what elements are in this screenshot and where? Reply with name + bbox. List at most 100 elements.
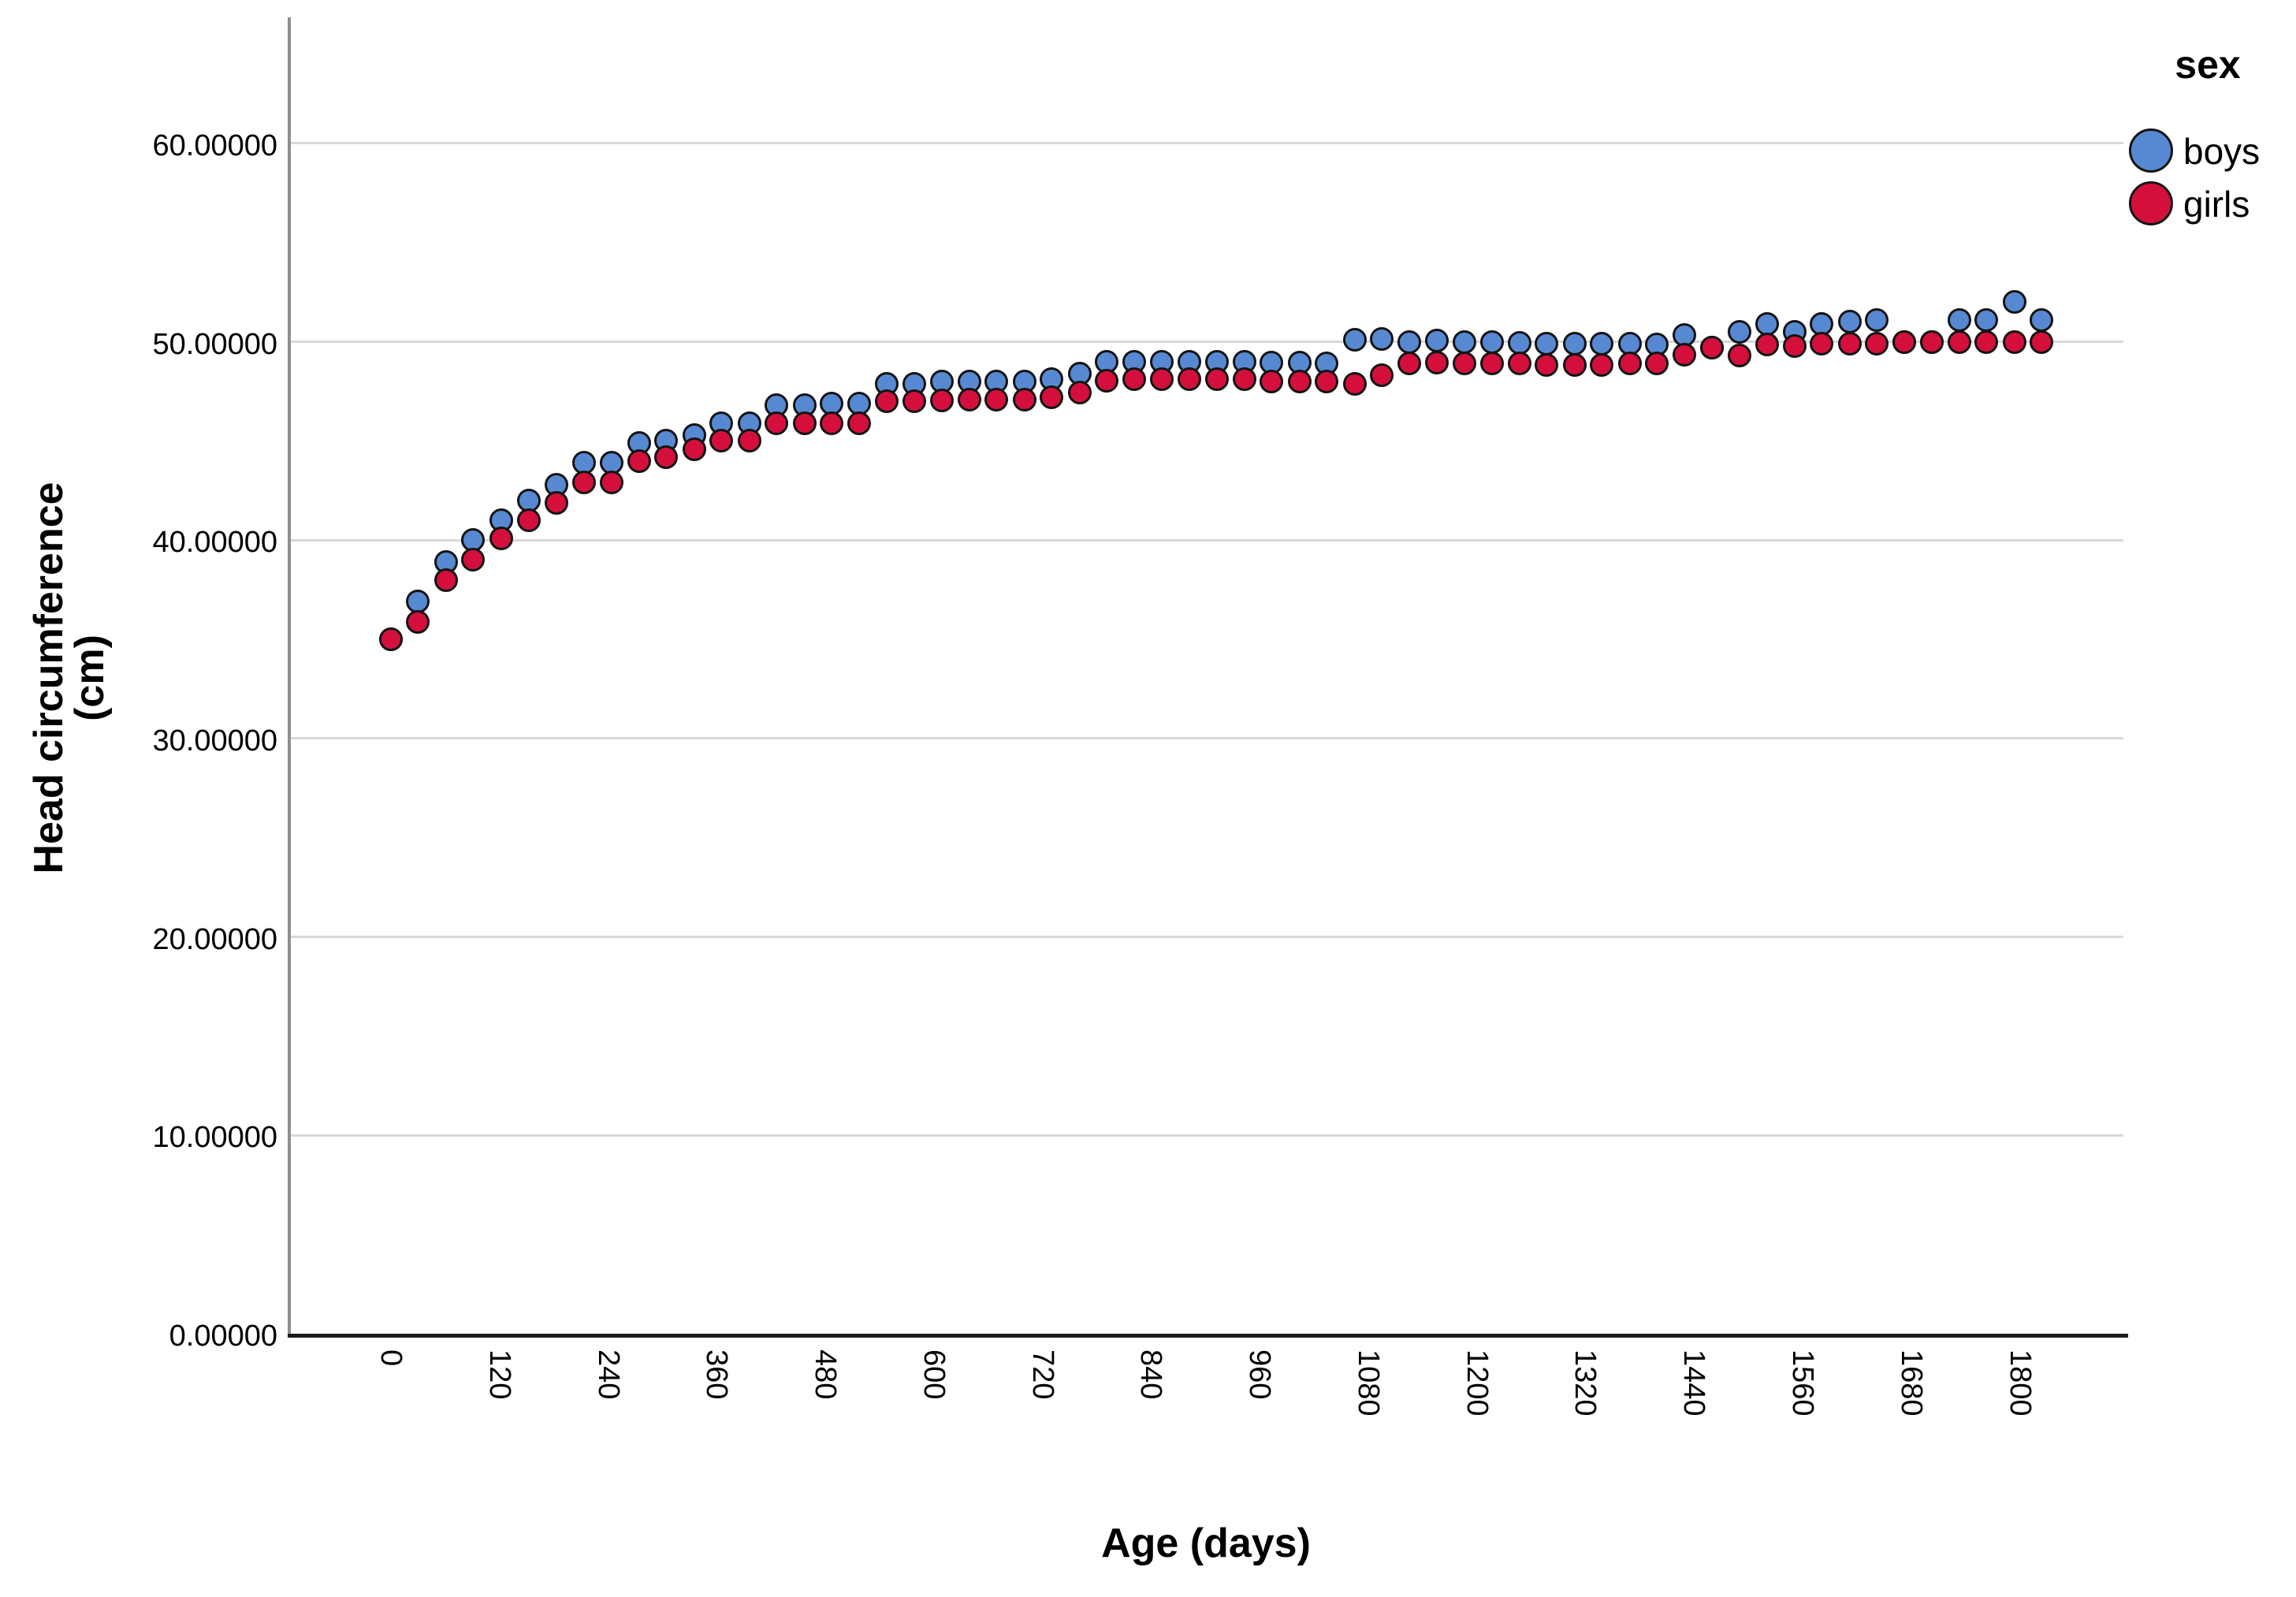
y-tick-label: 0.00000 <box>169 1320 277 1353</box>
legend-label-girls: girls <box>2183 184 2250 225</box>
girls-marker-icon <box>2129 181 2173 225</box>
girls-data-point <box>1727 344 1751 368</box>
gridline-50 <box>291 341 2123 344</box>
girls-data-point <box>1315 369 1339 393</box>
x-tick-label: 1680 <box>1894 1349 1928 1416</box>
girls-data-point <box>820 411 844 435</box>
girls-data-point <box>1260 369 1284 393</box>
boys-data-point <box>1480 329 1505 354</box>
girls-data-point <box>654 445 679 469</box>
y-tick-label: 60.00000 <box>152 128 278 162</box>
girls-data-point <box>709 429 734 453</box>
girls-data-point <box>902 389 926 414</box>
y-axis-title: Head circumference (cm) <box>26 482 113 874</box>
y-axis-line <box>288 17 291 1338</box>
girls-data-point <box>1755 333 1780 357</box>
girls-data-point <box>957 387 981 411</box>
boys-data-point <box>1452 329 1476 354</box>
x-tick-label: 480 <box>809 1349 843 1400</box>
girls-data-point <box>1507 352 1531 376</box>
gridline-10 <box>291 1134 2123 1137</box>
girls-data-point <box>1095 368 1119 393</box>
boys-data-point <box>600 451 624 475</box>
x-tick-label: 1320 <box>1568 1349 1602 1416</box>
x-tick-label: 960 <box>1243 1349 1277 1400</box>
boys-data-point <box>1370 326 1394 351</box>
girls-data-point <box>1837 332 1862 356</box>
legend-title: sex <box>2175 43 2241 87</box>
girls-data-point <box>765 411 789 435</box>
y-tick-label: 50.00000 <box>152 327 278 361</box>
x-tick-label: 1800 <box>2003 1349 2037 1416</box>
girls-data-point <box>1287 369 1312 393</box>
girls-data-point <box>1397 352 1421 376</box>
x-tick-label: 120 <box>482 1349 516 1400</box>
boys-data-point <box>516 488 541 512</box>
girls-data-point <box>1974 329 1999 354</box>
girls-data-point <box>1700 336 1725 360</box>
girls-data-point <box>2030 329 2054 354</box>
girls-data-point <box>1865 332 1889 356</box>
girls-data-point <box>1012 387 1036 411</box>
girls-data-point <box>737 429 761 453</box>
girls-data-point <box>1342 371 1367 396</box>
x-tick-label: 1200 <box>1460 1349 1494 1416</box>
girls-data-point <box>847 411 871 435</box>
x-tick-label: 1560 <box>1786 1349 1820 1416</box>
girls-data-point <box>1067 380 1092 404</box>
boys-data-point <box>2002 290 2026 315</box>
girls-data-point <box>984 387 1009 411</box>
girls-data-point <box>1782 333 1807 358</box>
gridline-30 <box>291 737 2123 740</box>
girls-data-point <box>682 437 706 461</box>
boys-data-point <box>571 451 596 475</box>
y-tick-label: 20.00000 <box>152 922 278 956</box>
boys-data-point <box>1974 307 1999 332</box>
girls-data-point <box>1810 332 1834 356</box>
boys-data-point <box>461 528 486 553</box>
girls-data-point <box>1452 352 1476 376</box>
boys-data-point <box>1535 332 1559 356</box>
girls-data-point <box>1562 352 1587 377</box>
x-tick-label: 1080 <box>1351 1349 1385 1416</box>
y-tick-label: 30.00000 <box>152 724 278 758</box>
boys-data-point <box>1947 307 1971 332</box>
x-tick-label: 360 <box>700 1349 734 1400</box>
girls-data-point <box>1672 343 1696 367</box>
x-tick-label: 720 <box>1025 1349 1059 1400</box>
girls-data-point <box>1040 385 1064 410</box>
girls-data-point <box>792 411 817 435</box>
boys-data-point <box>1727 320 1751 344</box>
girls-data-point <box>627 449 651 473</box>
x-tick-label: 1440 <box>1677 1349 1711 1416</box>
girls-data-point <box>600 471 624 495</box>
girls-data-point <box>434 568 459 592</box>
y-tick-label: 10.00000 <box>152 1121 278 1155</box>
girls-data-point <box>461 548 486 572</box>
boys-data-point <box>1342 328 1367 352</box>
boys-data-point <box>1590 332 1614 356</box>
girls-data-point <box>571 471 596 495</box>
girls-data-point <box>1150 367 1174 392</box>
girls-data-point <box>875 389 899 414</box>
girls-data-point <box>406 609 430 634</box>
girls-data-point <box>1425 351 1449 375</box>
boys-data-point <box>1865 307 1889 332</box>
x-axis-line <box>288 1334 2128 1338</box>
boys-data-point <box>1425 329 1449 353</box>
x-tick-label: 240 <box>591 1349 625 1400</box>
girls-data-point <box>1920 329 1944 354</box>
girls-data-point <box>1892 329 1916 354</box>
girls-data-point <box>1370 363 1394 388</box>
girls-data-point <box>1535 352 1559 377</box>
girls-data-point <box>1617 352 1642 376</box>
girls-data-point <box>379 627 403 652</box>
boys-data-point <box>1672 322 1696 347</box>
x-tick-label: 0 <box>374 1349 407 1367</box>
gridline-60 <box>291 142 2123 145</box>
x-tick-label: 600 <box>917 1349 951 1400</box>
girls-data-point <box>1590 352 1614 377</box>
girls-data-point <box>1122 367 1146 392</box>
gridline-20 <box>291 936 2123 939</box>
